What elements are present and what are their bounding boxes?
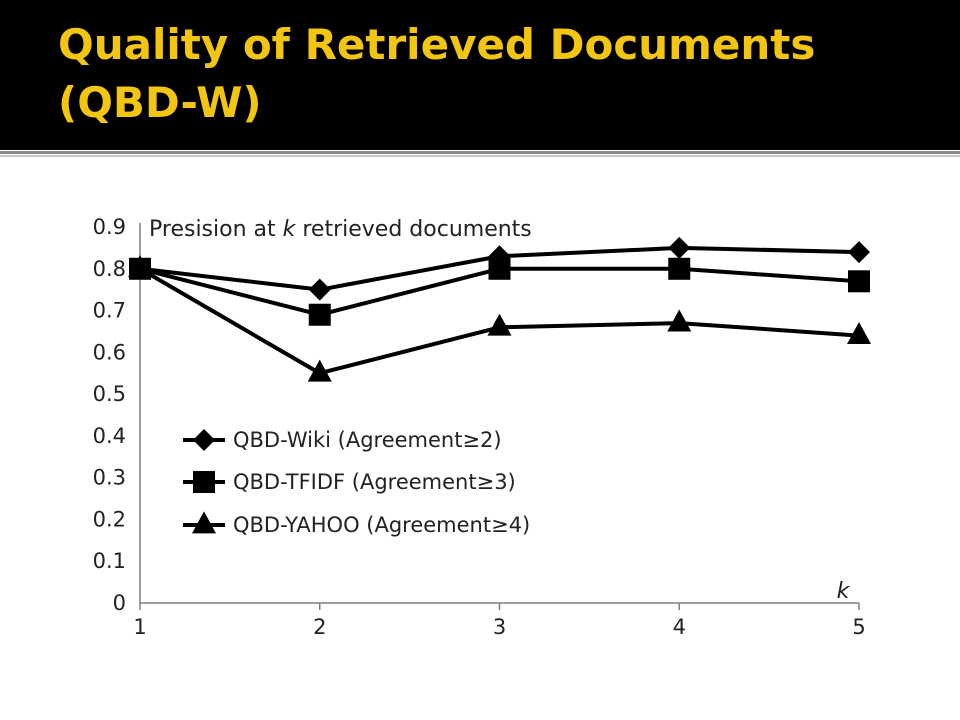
series-2-point — [848, 270, 870, 293]
x-tick-label: 4 — [673, 615, 686, 639]
legend-swatch-marker — [193, 429, 215, 451]
slide-title-line2: (QBD-W) — [58, 78, 262, 127]
series-markers — [128, 236, 871, 382]
series-1-point — [848, 241, 870, 264]
legend-entry-label: QBD-YAHOO (Agreement≥4) — [233, 513, 530, 537]
y-tick-label: 0.5 — [93, 382, 126, 406]
x-tick-label: 3 — [493, 615, 506, 639]
y-tick-label: 0.3 — [93, 466, 126, 490]
slide-title-line1: Quality of Retrieved Documents — [58, 20, 816, 69]
chart-axes — [139, 223, 860, 610]
title-divider — [0, 151, 960, 154]
legend-swatch-marker — [192, 511, 216, 534]
y-tick-label: 0.9 — [93, 215, 126, 239]
legend-entry-label: QBD-Wiki (Agreement≥2) — [233, 428, 502, 452]
series-2-point — [488, 257, 511, 280]
x-tick-label: 2 — [313, 615, 326, 639]
series-1-point — [308, 278, 331, 301]
slide-title: Quality of Retrieved Documents (QBD-W) — [58, 16, 938, 132]
chart-title: Presision at k retrieved documents — [149, 217, 532, 242]
title-bar — [0, 0, 960, 150]
series-3-point — [128, 255, 152, 278]
x-tick-labels: 1 2 3 4 5 — [133, 615, 865, 639]
series-2-point — [668, 257, 691, 280]
y-tick-label: 0.1 — [93, 549, 126, 573]
y-tick-label: 0.8 — [93, 257, 126, 281]
title-divider-light — [0, 155, 960, 157]
legend-swatch-marker — [193, 471, 215, 493]
y-tick-labels: 0 0.1 0.2 0.3 0.4 0.5 0.6 0.7 0.8 0.9 — [93, 215, 126, 615]
x-tick-label: 1 — [133, 615, 146, 639]
series-3-point — [847, 321, 871, 344]
y-tick-label: 0.7 — [93, 299, 126, 323]
y-tick-label: 0.4 — [93, 424, 126, 448]
chart-legend: QBD-Wiki (Agreement≥2) QBD-TFIDF (Agreeme… — [183, 428, 530, 537]
legend-entry-label: QBD-TFIDF (Agreement≥3) — [233, 470, 516, 494]
x-tick-label: 5 — [852, 615, 865, 639]
y-tick-label: 0 — [113, 591, 126, 615]
series-3-point — [487, 313, 512, 336]
series-3-point — [667, 309, 692, 332]
x-axis-label: k — [837, 579, 851, 604]
series-2-point — [308, 303, 331, 326]
y-tick-label: 0.2 — [93, 507, 126, 531]
series-3-point — [307, 359, 332, 382]
series-1-point — [668, 236, 691, 259]
y-tick-label: 0.6 — [93, 340, 126, 364]
